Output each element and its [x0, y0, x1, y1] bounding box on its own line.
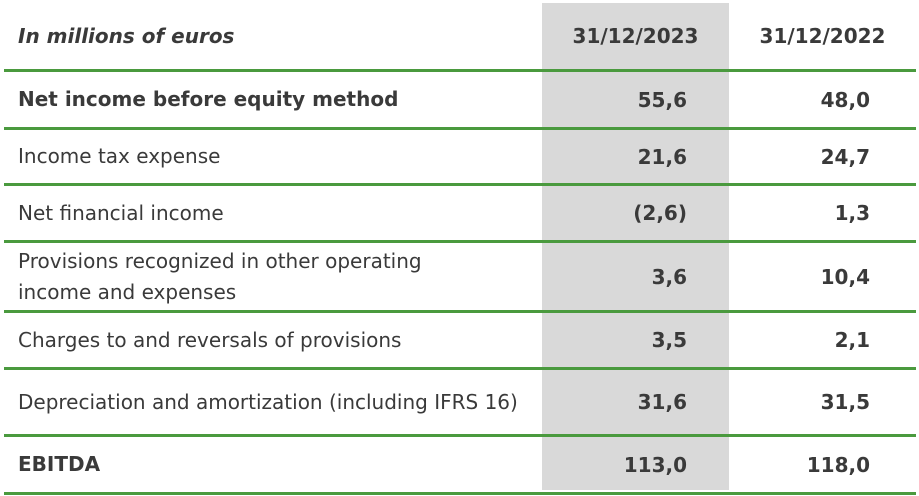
header-col-2022: 31/12/2022	[759, 24, 886, 48]
table-row-ebitda: EBITDA 113,0 118,0	[4, 437, 916, 495]
value-2023: 21,6	[637, 144, 687, 169]
header-col-2023: 31/12/2023	[572, 24, 699, 48]
table-row-income-tax: Income tax expense 21,6 24,7	[4, 130, 916, 186]
value-2023: 55,6	[637, 87, 687, 112]
header-unit-label: In millions of euros	[18, 23, 235, 48]
row-label: EBITDA	[18, 452, 101, 476]
value-2022: 1,3	[834, 201, 870, 225]
table-row-net-financial-income: Net financial income (2,6) 1,3	[4, 186, 916, 243]
value-2022: 118,0	[806, 452, 870, 477]
value-2023: 31,6	[637, 390, 687, 414]
row-label: Provisions recognized in other operating…	[18, 248, 422, 304]
table-row-provisions-recognized: Provisions recognized in other operating…	[4, 243, 916, 313]
value-2022: 10,4	[820, 264, 870, 289]
row-label: Net financial income	[18, 200, 224, 225]
value-2023: (2,6)	[633, 201, 687, 225]
value-2023: 3,6	[651, 264, 687, 289]
value-2023: 3,5	[651, 328, 687, 352]
financial-table: In millions of euros 31/12/2023 31/12/20…	[4, 3, 916, 495]
row-label: Charges to and reversals of provisions	[18, 327, 402, 352]
table-row-depreciation: Depreciation and amortization (including…	[4, 370, 916, 437]
row-label: Net income before equity method	[18, 87, 399, 111]
row-label: Income tax expense	[18, 144, 221, 168]
value-2022: 48,0	[820, 87, 870, 112]
value-2022: 2,1	[834, 328, 870, 352]
table-row-charges-reversals: Charges to and reversals of provisions 3…	[4, 313, 916, 370]
value-2022: 31,5	[820, 390, 870, 414]
value-2022: 24,7	[820, 144, 870, 169]
value-2023: 113,0	[623, 452, 687, 477]
table-row-net-income: Net income before equity method 55,6 48,…	[4, 72, 916, 130]
highlight-column-2023	[542, 3, 729, 490]
table-header-row: In millions of euros 31/12/2023 31/12/20…	[4, 3, 916, 72]
row-label: Depreciation and amortization (including…	[18, 389, 518, 414]
